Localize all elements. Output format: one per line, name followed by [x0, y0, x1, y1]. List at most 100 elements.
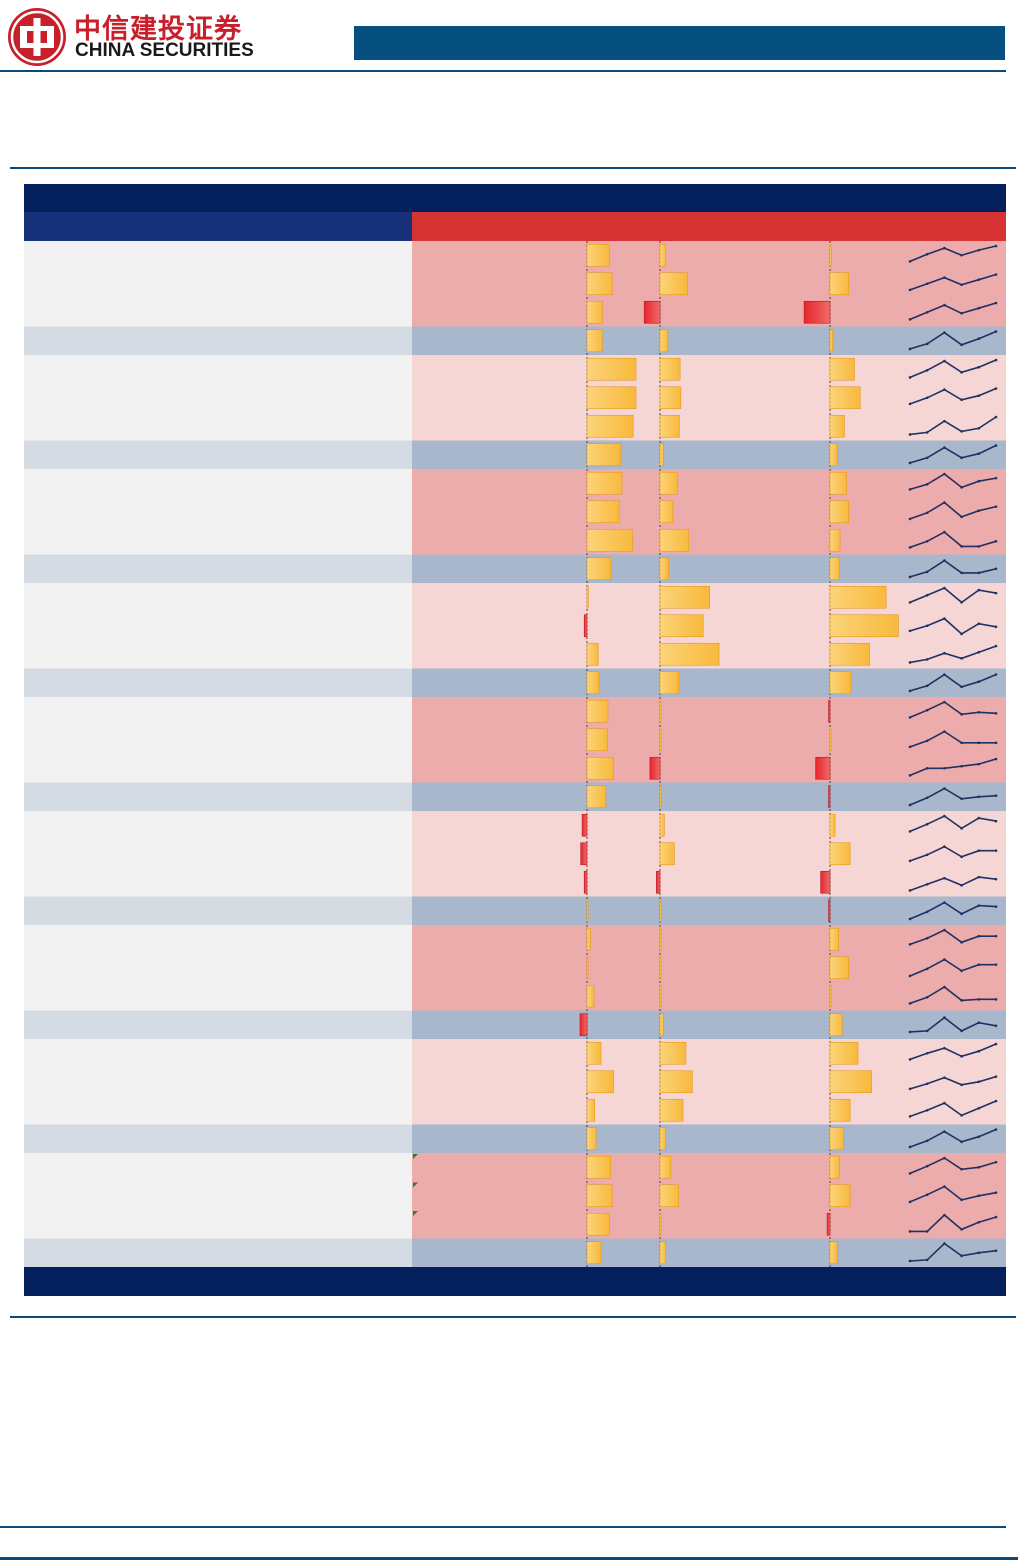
sparkline-point — [960, 632, 963, 636]
sparkline-point — [960, 1055, 963, 1058]
sparkline-point — [943, 928, 946, 932]
sparkline-point — [925, 658, 929, 661]
bar-positive — [829, 500, 850, 524]
sparkline-point — [994, 757, 998, 761]
sparkline-point — [943, 845, 946, 848]
sparkline-point — [994, 591, 998, 595]
sparkline-point — [908, 943, 912, 946]
sparkline-point — [977, 571, 981, 575]
sparkline-point — [994, 244, 998, 248]
bar-negative — [580, 842, 588, 866]
sparkline-point — [925, 431, 929, 434]
bar-positive — [829, 1041, 859, 1065]
sparkline-point — [960, 969, 963, 973]
bar-negative — [581, 813, 588, 837]
sparkline-point — [994, 673, 998, 676]
sparkline-point — [943, 700, 946, 704]
sparkline-point — [960, 1198, 963, 1202]
sparkline-point — [908, 402, 912, 406]
sparkline-point — [908, 260, 912, 263]
sparkline-point — [943, 651, 946, 655]
sparkline-point — [994, 877, 998, 881]
sparkline — [910, 1213, 997, 1233]
sparkline-point — [925, 883, 929, 886]
sparkline-point — [960, 1254, 963, 1258]
sparkline-point — [977, 849, 981, 852]
sparkline-point — [994, 963, 998, 966]
bar-positive — [659, 1098, 684, 1122]
bar-negative — [803, 300, 831, 324]
sparkline-point — [908, 288, 912, 292]
sparkline-point — [977, 588, 981, 592]
subtotal-data-cell — [412, 896, 1006, 926]
sparkline-point — [908, 1200, 912, 1204]
sparkline-point — [925, 684, 929, 688]
sparkline-point — [960, 912, 963, 916]
sparkline-point — [977, 1021, 981, 1024]
sparkline-point — [908, 1172, 912, 1175]
sparkline-point — [925, 1164, 929, 1168]
bar-positive — [829, 927, 839, 951]
sparkline — [909, 876, 997, 892]
sparkline-point — [960, 713, 963, 716]
sparkline-point — [908, 917, 912, 921]
bar-positive — [829, 1070, 873, 1094]
row-label-cell — [24, 868, 412, 898]
subtotal-label-cell — [24, 896, 412, 926]
sparkline-point — [994, 712, 998, 715]
sparkline-point — [994, 1024, 998, 1028]
sparkline-point — [960, 343, 963, 347]
row-data-cell — [412, 497, 1006, 527]
sparkline-point — [994, 934, 998, 938]
sparkline-point — [908, 376, 912, 379]
sparkline-point — [925, 342, 929, 346]
bar-positive — [659, 785, 662, 809]
row-data-cell — [412, 868, 1006, 898]
sparkline-point — [977, 741, 981, 745]
subtotal-data-cell — [412, 554, 1006, 584]
footer-rule-lower — [0, 1557, 1018, 1560]
sparkline-point — [908, 629, 912, 633]
sparkline-point — [994, 415, 998, 419]
sparkline-point — [943, 766, 946, 770]
subtotal-data-cell — [412, 326, 1006, 356]
sparkline-point — [943, 501, 946, 504]
comment-marker-icon — [413, 1182, 418, 1188]
row-data-cell — [412, 298, 1006, 328]
bar-positive — [829, 585, 887, 609]
bar-negative — [656, 870, 661, 894]
sparkline-point — [994, 819, 998, 823]
sparkline-point — [994, 794, 998, 798]
sparkline-point — [925, 252, 929, 256]
sparkline-point — [960, 855, 963, 859]
sparkline-point — [994, 741, 998, 745]
bar-positive — [586, 699, 609, 723]
bar-negative — [820, 870, 831, 894]
sparkline-point — [943, 559, 946, 562]
bar-negative — [583, 614, 588, 638]
sparkline-point — [960, 884, 963, 887]
sparkline-point — [977, 365, 981, 369]
bar-positive — [586, 1155, 612, 1179]
sparkline-point — [908, 1058, 912, 1061]
bar-positive — [659, 699, 662, 723]
bar-positive — [659, 956, 662, 980]
bar-positive — [659, 1184, 680, 1208]
data-table — [24, 184, 1006, 1296]
bar-positive — [659, 243, 667, 267]
sparkline-point — [908, 859, 912, 863]
row-label-cell — [24, 1096, 412, 1126]
bar-positive — [586, 1041, 602, 1065]
row-data-cell — [412, 269, 1006, 299]
bar-negative — [579, 1013, 588, 1037]
sparkline-point — [977, 875, 981, 879]
sparkline-point — [977, 452, 981, 456]
row-label-cell — [24, 1067, 412, 1097]
sparkline-point — [977, 795, 981, 799]
brand-name-cn: 中信建投证券 — [74, 14, 242, 45]
row-label-cell — [24, 583, 412, 613]
sparkline-point — [960, 571, 963, 575]
bar-positive — [659, 443, 664, 467]
bar-positive — [586, 585, 589, 609]
bar-positive — [586, 471, 623, 495]
